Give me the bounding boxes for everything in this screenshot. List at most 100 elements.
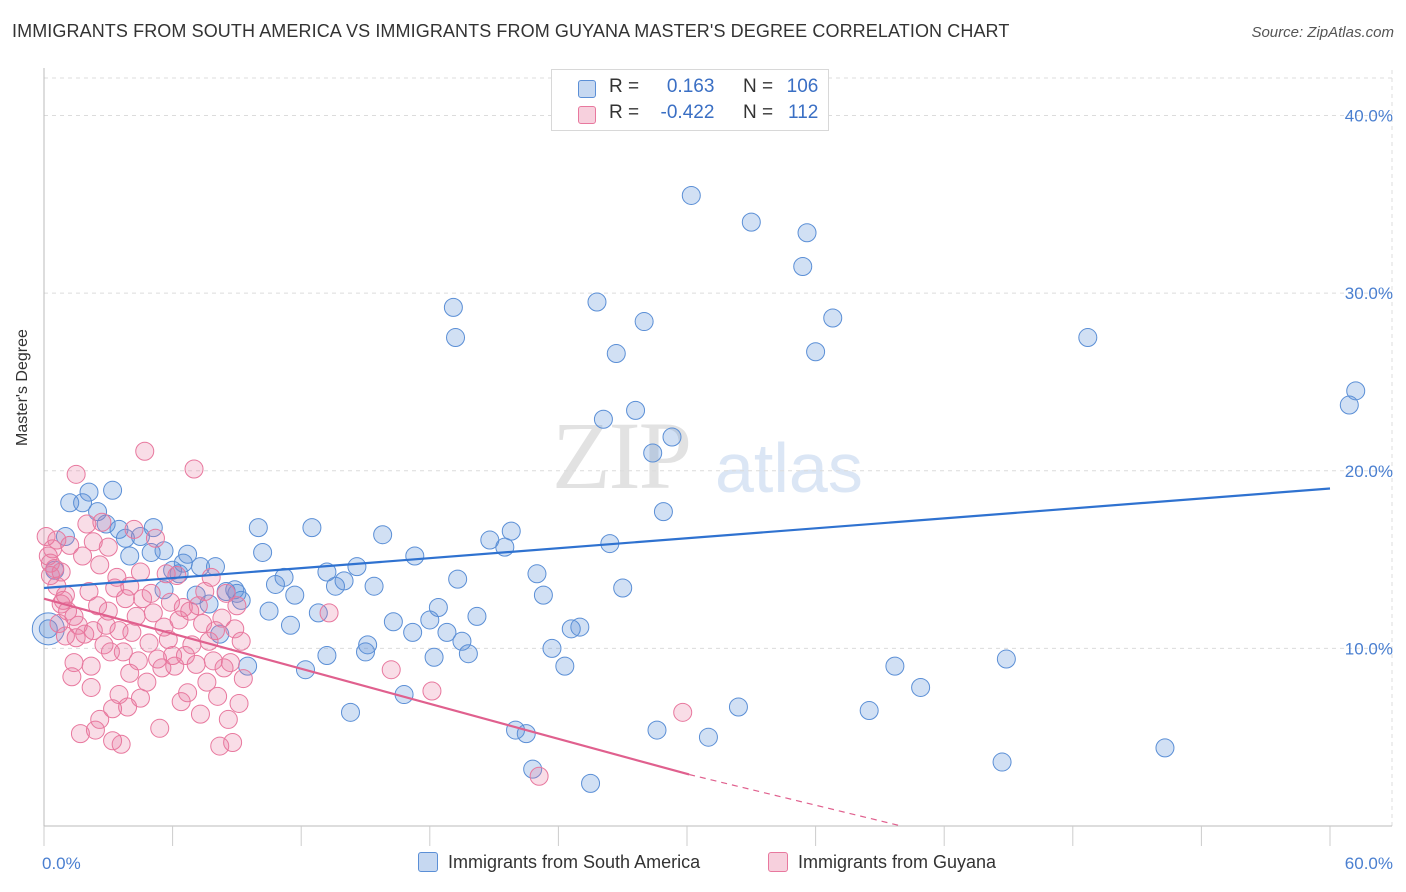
legend-r-label: R = <box>609 76 640 97</box>
guyana-point <box>220 653 240 673</box>
south-america-point <box>178 544 198 564</box>
guyana-point <box>66 464 86 484</box>
south-america-point <box>823 308 843 328</box>
guyana-point <box>210 736 230 756</box>
guyana-point <box>122 622 142 642</box>
south-america-point <box>280 615 300 635</box>
guyana-point <box>83 621 103 641</box>
south-america-point <box>542 638 562 658</box>
guyana-point <box>148 649 168 669</box>
axes <box>43 68 1392 846</box>
south-america-point <box>347 557 367 577</box>
south-america-point <box>356 642 375 662</box>
south-america-point <box>859 701 879 721</box>
guyana-point <box>62 667 82 687</box>
south-america-point <box>154 580 174 600</box>
guyana-point <box>141 583 161 603</box>
guyana-point <box>98 537 118 557</box>
pink-square-icon <box>768 852 788 872</box>
guyana-point <box>203 651 223 671</box>
south-america-point <box>643 443 663 463</box>
guyana-point <box>83 532 103 552</box>
south-america-point <box>253 542 273 562</box>
legend-label-guyana: Immigrants from Guyana <box>798 852 997 872</box>
south-america-point <box>885 656 905 676</box>
south-america-point <box>443 297 463 317</box>
south-america-point <box>285 585 305 605</box>
south-america-point <box>570 617 590 637</box>
guyana-point <box>143 603 163 623</box>
south-america-point <box>606 344 626 364</box>
guyana-point <box>190 704 210 724</box>
south-america-point <box>527 564 547 584</box>
south-america-point <box>274 567 294 587</box>
guyana-point <box>225 619 245 639</box>
guyana-point <box>51 562 71 582</box>
south-america-point <box>428 598 448 618</box>
legend-item-south-america: Immigrants from South America <box>418 852 700 873</box>
south-america-point <box>992 752 1012 772</box>
south-america-point <box>626 400 646 420</box>
south-america-point <box>647 720 667 740</box>
south-america-point <box>797 223 817 243</box>
south-america-point <box>38 619 58 639</box>
guyana-point <box>319 603 339 623</box>
guyana-point <box>195 582 215 602</box>
south-america-point <box>437 622 457 642</box>
guyana-trend-extension <box>689 773 902 827</box>
legend-label-south-america: Immigrants from South America <box>448 852 701 872</box>
guyana-point <box>94 635 114 655</box>
y-tick-label: 40.0% <box>1345 107 1393 126</box>
south-america-point <box>364 576 384 596</box>
guyana-point <box>47 530 67 550</box>
south-america-point <box>446 328 466 348</box>
guyana-point <box>158 630 178 649</box>
guyana-point <box>77 514 97 534</box>
x-tick-label: 60.0% <box>1345 854 1393 873</box>
south-america-point <box>555 656 575 676</box>
guyana-point <box>188 596 208 616</box>
guyana-point <box>673 702 693 722</box>
guyana-point <box>218 709 238 729</box>
south-america-point <box>587 292 607 312</box>
series-south-america-points <box>31 185 1366 793</box>
south-america-point <box>1155 738 1175 758</box>
south-america-point <box>501 521 521 541</box>
guyana-point <box>186 654 206 674</box>
guyana-point <box>201 567 221 587</box>
south-america-point <box>403 622 423 642</box>
guyana-point <box>130 688 150 708</box>
guyana-point <box>529 766 549 786</box>
south-america-point <box>302 518 322 538</box>
guyana-point <box>90 709 110 729</box>
guyana-point <box>212 608 232 628</box>
y-tick-label: 20.0% <box>1345 462 1393 481</box>
guyana-point <box>178 683 198 703</box>
south-america-point <box>340 702 360 722</box>
legend-n-label: N = <box>742 102 774 123</box>
south-america-point <box>523 759 543 779</box>
legend-item-guyana: Immigrants from Guyana <box>768 852 996 873</box>
guyana-point <box>81 677 101 697</box>
watermark-zip: ZIP <box>552 402 692 509</box>
south-america-point <box>653 502 673 522</box>
y-tick-label: 10.0% <box>1345 639 1393 658</box>
south-america-point <box>73 493 93 513</box>
legend-n-value: 112 <box>788 102 819 123</box>
guyana-point <box>223 733 243 753</box>
guyana-point <box>184 459 204 479</box>
guyana-point <box>160 592 180 612</box>
guyana-point <box>197 672 217 692</box>
south-america-point <box>448 569 468 589</box>
south-america-point <box>741 212 761 232</box>
guyana-point <box>233 669 253 689</box>
south-america-point <box>698 727 718 747</box>
guyana-point <box>60 535 80 555</box>
x-tick-label: 0.0% <box>42 854 81 873</box>
legend-n-value: 106 <box>786 76 819 97</box>
guyana-trend-line <box>43 597 690 776</box>
guyana-point <box>81 656 101 676</box>
guyana-point <box>124 519 144 539</box>
guyana-point <box>115 589 135 609</box>
